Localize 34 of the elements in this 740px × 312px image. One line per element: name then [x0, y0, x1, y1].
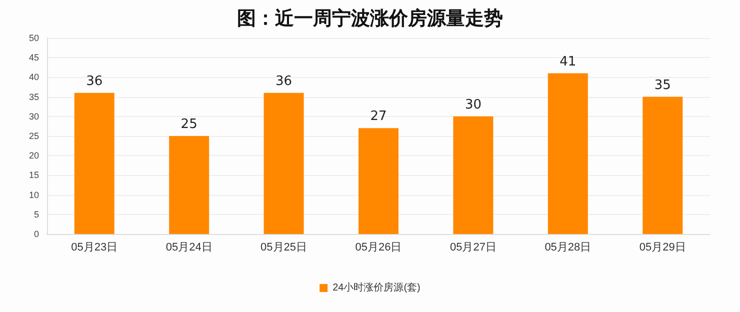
- y-tick-label: 50: [28, 33, 39, 43]
- bar: [264, 92, 304, 234]
- bar: [453, 116, 494, 234]
- y-tick-label: 30: [28, 111, 39, 122]
- data-label: 27: [370, 109, 387, 124]
- bar: [642, 96, 683, 234]
- data-label: 36: [86, 74, 103, 89]
- bar: [358, 128, 398, 234]
- y-tick-label: 15: [28, 170, 39, 180]
- y-tick-label: 25: [28, 131, 39, 141]
- data-label: 36: [276, 74, 292, 89]
- bar: [548, 73, 588, 234]
- x-tick-label: 05月25日: [260, 242, 308, 254]
- y-tick-label: 5: [34, 209, 39, 220]
- data-label: 41: [560, 54, 576, 70]
- x-tick-label: 05月28日: [544, 242, 592, 254]
- bar: [169, 136, 210, 234]
- x-tick-label: 05月24日: [166, 242, 212, 254]
- bar: [74, 92, 114, 234]
- y-tick-label: 10: [28, 190, 39, 200]
- data-label: 30: [464, 97, 482, 112]
- x-tick-label: 05月26日: [355, 242, 402, 254]
- y-tick-label: 35: [28, 92, 39, 102]
- x-tick-label: 05月23日: [71, 242, 118, 254]
- data-label: 35: [654, 78, 671, 93]
- y-tick-label: 40: [28, 72, 39, 82]
- data-label: 25: [180, 117, 198, 132]
- x-tick-label: 05月27日: [450, 242, 496, 254]
- x-tick-label: 05月29日: [639, 242, 686, 254]
- y-tick-label: 20: [28, 150, 39, 161]
- y-tick-label: 0: [34, 229, 39, 239]
- chart-title: 图：近一周宁波涨价房源量走势: [237, 8, 503, 30]
- y-tick-label: 45: [28, 52, 39, 63]
- legend-label: 24小时涨价房源(套): [332, 282, 420, 294]
